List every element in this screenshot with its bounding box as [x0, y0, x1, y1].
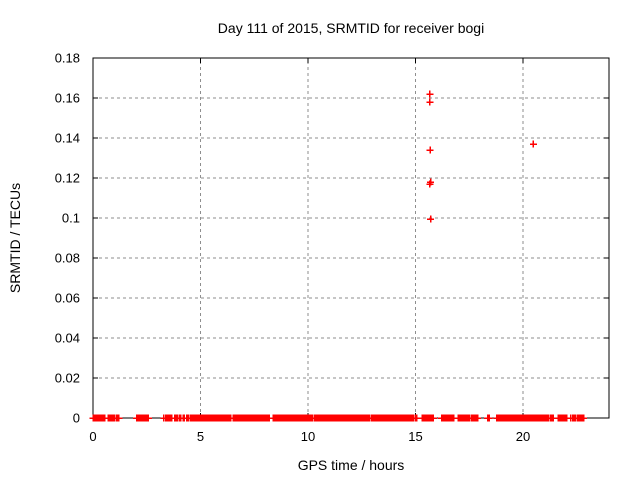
x-tick-label: 5: [197, 429, 204, 444]
tick-labels: 0 5 10 15 20 0 0.02 0.04 0.06 0.08 0.1 0.12 0.14 0.16…: [55, 51, 531, 445]
data-markers: [89, 90, 588, 422]
plot-border: [92, 57, 610, 419]
y-tick-label: 0.08: [55, 251, 80, 266]
x-tick-label: 15: [408, 429, 422, 444]
scatter-points: [89, 90, 588, 422]
y-tick-label: 0.04: [55, 331, 80, 346]
x-axis-label: GPS time / hours: [298, 457, 405, 473]
y-tick-label: 0.12: [55, 171, 80, 186]
x-tick-label: 20: [516, 429, 530, 444]
chart-title: Day 111 of 2015, SRMTID for receiver bog…: [218, 20, 484, 36]
x-tick-label: 0: [89, 429, 96, 444]
axis-ticks: [92, 57, 609, 419]
x-tick-label: 10: [301, 429, 315, 444]
y-tick-label: 0.16: [55, 91, 80, 106]
y-tick-label: 0.02: [55, 371, 80, 386]
y-tick-label: 0.1: [62, 211, 80, 226]
y-tick-label: 0.06: [55, 291, 80, 306]
y-axis-label: SRMTID / TECUs: [7, 183, 23, 293]
y-tick-label: 0.18: [55, 51, 80, 66]
y-tick-label: 0.14: [55, 131, 80, 146]
gridlines: [93, 58, 609, 418]
y-tick-label: 0: [73, 411, 80, 426]
